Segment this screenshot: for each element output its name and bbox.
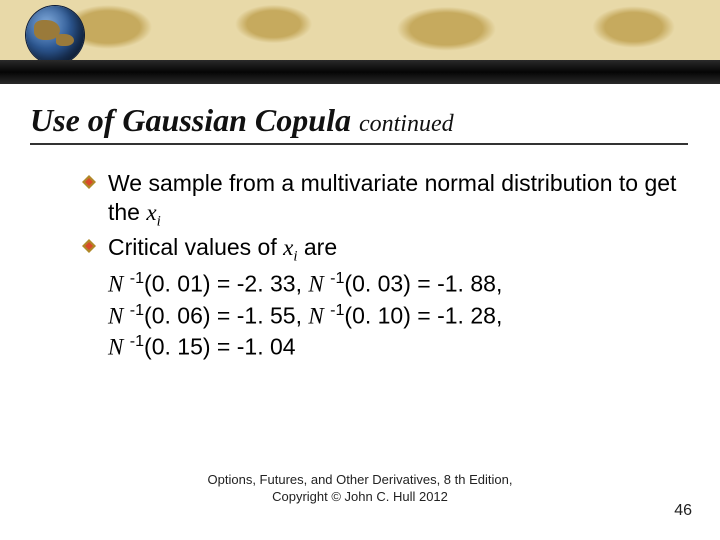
bullet-2-pre: Critical values of [108, 234, 283, 260]
cv-eq: = [411, 302, 437, 328]
cv-line-3: N -1(0. 15) = -1. 04 [108, 331, 680, 362]
cv-eq: = [211, 302, 237, 328]
slide-title: Use of Gaussian Copula continued [30, 102, 690, 139]
cv-eq: = [211, 334, 237, 360]
cv-arg: (0. 01) [144, 271, 210, 297]
cv-N: N [108, 272, 123, 297]
cv-arg: (0. 06) [144, 302, 210, 328]
bullet-2-var: x [283, 235, 293, 260]
footer: Options, Futures, and Other Derivatives,… [0, 472, 720, 506]
title-main: Use of Gaussian Copula [30, 102, 351, 138]
title-area: Use of Gaussian Copula continued [0, 84, 720, 151]
bullet-1-pre: We sample from a multivariate normal dis… [108, 170, 676, 225]
bullet-2-post: are [298, 234, 338, 260]
cv-sup: -1 [130, 301, 144, 319]
cv-val: -1. 88 [437, 271, 496, 297]
body: We sample from a multivariate normal dis… [0, 151, 720, 363]
bullet-1-var: x [146, 200, 156, 225]
banner-bar [0, 60, 720, 84]
page-number: 46 [674, 502, 692, 520]
bullet-icon [82, 175, 96, 189]
cv-N: N [108, 335, 123, 360]
cv-eq: = [411, 271, 437, 297]
cv-arg: (0. 10) [344, 302, 410, 328]
critical-values-block: N -1(0. 01) = -2. 33, N -1(0. 03) = -1. … [82, 268, 680, 362]
cv-N: N [308, 272, 323, 297]
cv-sup: -1 [130, 269, 144, 287]
bullet-2: Critical values of xi are [82, 233, 680, 266]
cv-sup: -1 [330, 301, 344, 319]
cv-line-1: N -1(0. 01) = -2. 33, N -1(0. 03) = -1. … [108, 268, 680, 299]
cv-eq: = [211, 271, 237, 297]
cv-N: N [308, 303, 323, 328]
footer-line-2: Copyright © John C. Hull 2012 [0, 489, 720, 506]
banner [0, 0, 720, 84]
cv-arg: (0. 15) [144, 334, 210, 360]
cv-line-2: N -1(0. 06) = -1. 55, N -1(0. 10) = -1. … [108, 300, 680, 331]
globe-icon [26, 6, 84, 64]
title-continued: continued [359, 111, 454, 137]
cv-sup: -1 [130, 332, 144, 350]
bullet-1: We sample from a multivariate normal dis… [82, 169, 680, 231]
cv-sup: -1 [330, 269, 344, 287]
cv-val: -1. 04 [237, 334, 296, 360]
cv-arg: (0. 03) [344, 271, 410, 297]
cv-val: -2. 33 [237, 271, 296, 297]
footer-line-1: Options, Futures, and Other Derivatives,… [0, 472, 720, 489]
title-underline [30, 143, 688, 145]
banner-map-bg [0, 0, 720, 60]
slide: Use of Gaussian Copula continued We samp… [0, 0, 720, 540]
cv-val: -1. 55 [237, 302, 296, 328]
cv-val: -1. 28 [437, 302, 496, 328]
bullet-icon [82, 239, 96, 253]
bullet-1-sub: i [157, 213, 161, 229]
cv-N: N [108, 303, 123, 328]
